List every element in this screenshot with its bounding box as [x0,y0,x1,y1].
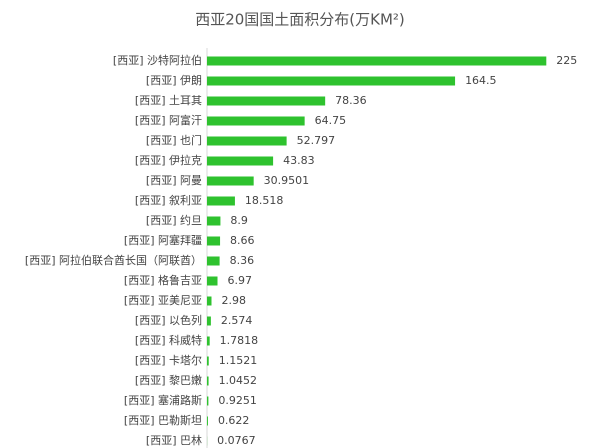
value-label: 2.98 [221,294,246,307]
value-label: 43.83 [283,154,315,167]
y-tick-label: [西亚] 伊朗 [146,74,202,87]
chart-title: 西亚20国国土面积分布(万KM²) [195,11,405,29]
value-label: 30.9501 [264,174,310,187]
y-tick-label: [西亚] 以色列 [135,313,202,327]
value-label: 18.518 [245,194,284,207]
y-tick-label: [西亚] 卡塔尔 [135,354,202,367]
y-tick-label: [西亚] 巴林 [146,433,202,447]
y-tick-label: [西亚] 土耳其 [135,94,202,107]
y-tick-label: [西亚] 塞浦路斯 [124,393,202,407]
y-tick-label: [西亚] 科威特 [135,333,202,347]
y-tick-label: [西亚] 约旦 [146,214,202,227]
y-tick-label: [西亚] 沙特阿拉伯 [113,53,202,67]
y-tick-label: [西亚] 叙利亚 [135,193,202,207]
value-label: 8.66 [230,234,255,247]
value-label: 164.5 [465,74,497,87]
y-tick-label: [西亚] 也门 [146,133,202,147]
y-tick-label: [西亚] 伊拉克 [135,153,202,167]
bar [207,116,305,126]
value-label: 8.36 [230,254,255,267]
bar [207,296,212,306]
bar [207,196,235,206]
bar [207,236,221,246]
y-tick-label: [西亚] 格鲁吉亚 [124,273,202,287]
value-label: 1.0452 [219,374,258,387]
y-tick-label: [西亚] 阿富汗 [135,113,202,127]
y-tick-label: [西亚] 巴勒斯坦 [124,413,202,427]
bar [207,276,218,286]
bar [207,176,254,186]
bar [207,376,209,386]
value-label: 0.0767 [217,434,256,447]
y-tick-label: [西亚] 黎巴嫩 [135,373,202,387]
bar [207,356,209,366]
value-label: 1.1521 [219,354,258,367]
bar [207,136,287,146]
bar [207,316,211,326]
bar [207,216,221,226]
y-tick-label: [西亚] 亚美尼亚 [124,294,202,307]
value-label: 2.574 [221,314,253,327]
value-label: 0.9251 [218,394,257,407]
value-label: 64.75 [315,114,347,127]
value-label: 8.9 [230,214,248,227]
value-label: 1.7818 [220,334,259,347]
value-label: 0.622 [218,414,250,427]
y-tick-label: [西亚] 阿塞拜疆 [124,233,202,247]
value-label: 6.97 [228,274,253,287]
bar [207,396,209,406]
bar [207,96,326,106]
y-tick-label: [西亚] 阿曼 [146,174,202,187]
bar [207,56,547,66]
y-tick-label: [西亚] 阿拉伯联合酋长国（阿联酋） [25,253,202,267]
value-label: 52.797 [297,134,336,147]
bar [207,156,274,166]
bar [207,336,210,346]
value-label: 78.36 [335,94,367,107]
bar [207,416,208,426]
value-label: 225 [556,54,577,67]
bar [207,256,220,266]
bar [207,76,456,86]
